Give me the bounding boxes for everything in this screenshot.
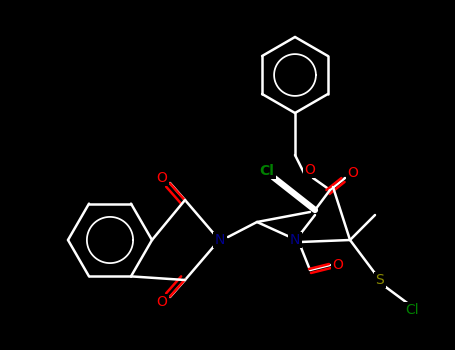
Text: O: O bbox=[157, 171, 167, 185]
Text: O: O bbox=[304, 163, 315, 177]
Text: O: O bbox=[333, 258, 344, 272]
Text: O: O bbox=[157, 295, 167, 309]
Text: Cl: Cl bbox=[405, 303, 419, 317]
Text: O: O bbox=[348, 166, 359, 180]
Text: S: S bbox=[376, 273, 384, 287]
Text: Cl: Cl bbox=[259, 164, 274, 178]
Text: N: N bbox=[215, 233, 225, 247]
Text: N: N bbox=[290, 233, 300, 247]
